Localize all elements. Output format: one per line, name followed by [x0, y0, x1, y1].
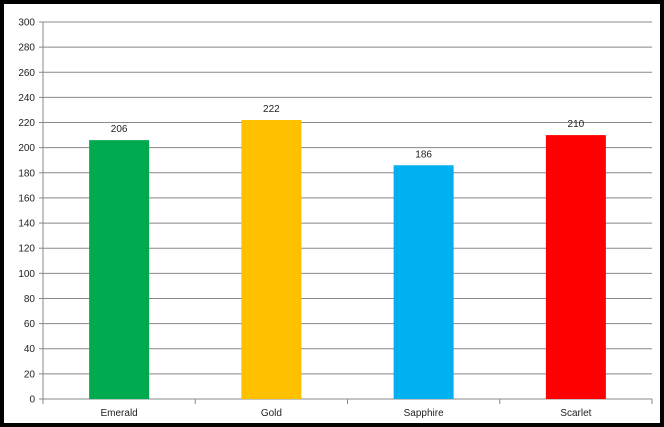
y-tick-label-180: 180: [18, 168, 35, 179]
y-tick-label-200: 200: [18, 143, 35, 154]
y-tick-label-240: 240: [18, 93, 35, 104]
y-tick-label-280: 280: [18, 43, 35, 54]
y-tick-label-40: 40: [24, 344, 36, 355]
y-tick-label-20: 20: [24, 369, 36, 380]
data-label-sapphire: 186: [415, 149, 432, 160]
y-tick-label-80: 80: [24, 294, 36, 305]
data-label-emerald: 206: [111, 124, 128, 135]
bar-emerald: [89, 140, 149, 399]
data-label-scarlet: 210: [568, 119, 585, 130]
y-tick-label-160: 160: [18, 193, 35, 204]
y-tick-label-60: 60: [24, 319, 36, 330]
data-label-gold: 222: [263, 104, 280, 115]
bar-scarlet: [546, 135, 606, 399]
category-label-sapphire: Sapphire: [404, 408, 444, 419]
bar-gold: [241, 120, 301, 399]
y-tick-label-260: 260: [18, 68, 35, 79]
category-label-scarlet: Scarlet: [560, 408, 591, 419]
category-label-emerald: Emerald: [101, 408, 138, 419]
y-tick-label-220: 220: [18, 118, 35, 129]
y-tick-label-120: 120: [18, 244, 35, 255]
y-tick-label-100: 100: [18, 269, 35, 280]
y-tick-label-0: 0: [29, 395, 35, 406]
bar-sapphire: [394, 165, 454, 399]
category-label-gold: Gold: [261, 408, 282, 419]
y-tick-label-300: 300: [18, 18, 35, 29]
y-tick-label-140: 140: [18, 219, 35, 230]
